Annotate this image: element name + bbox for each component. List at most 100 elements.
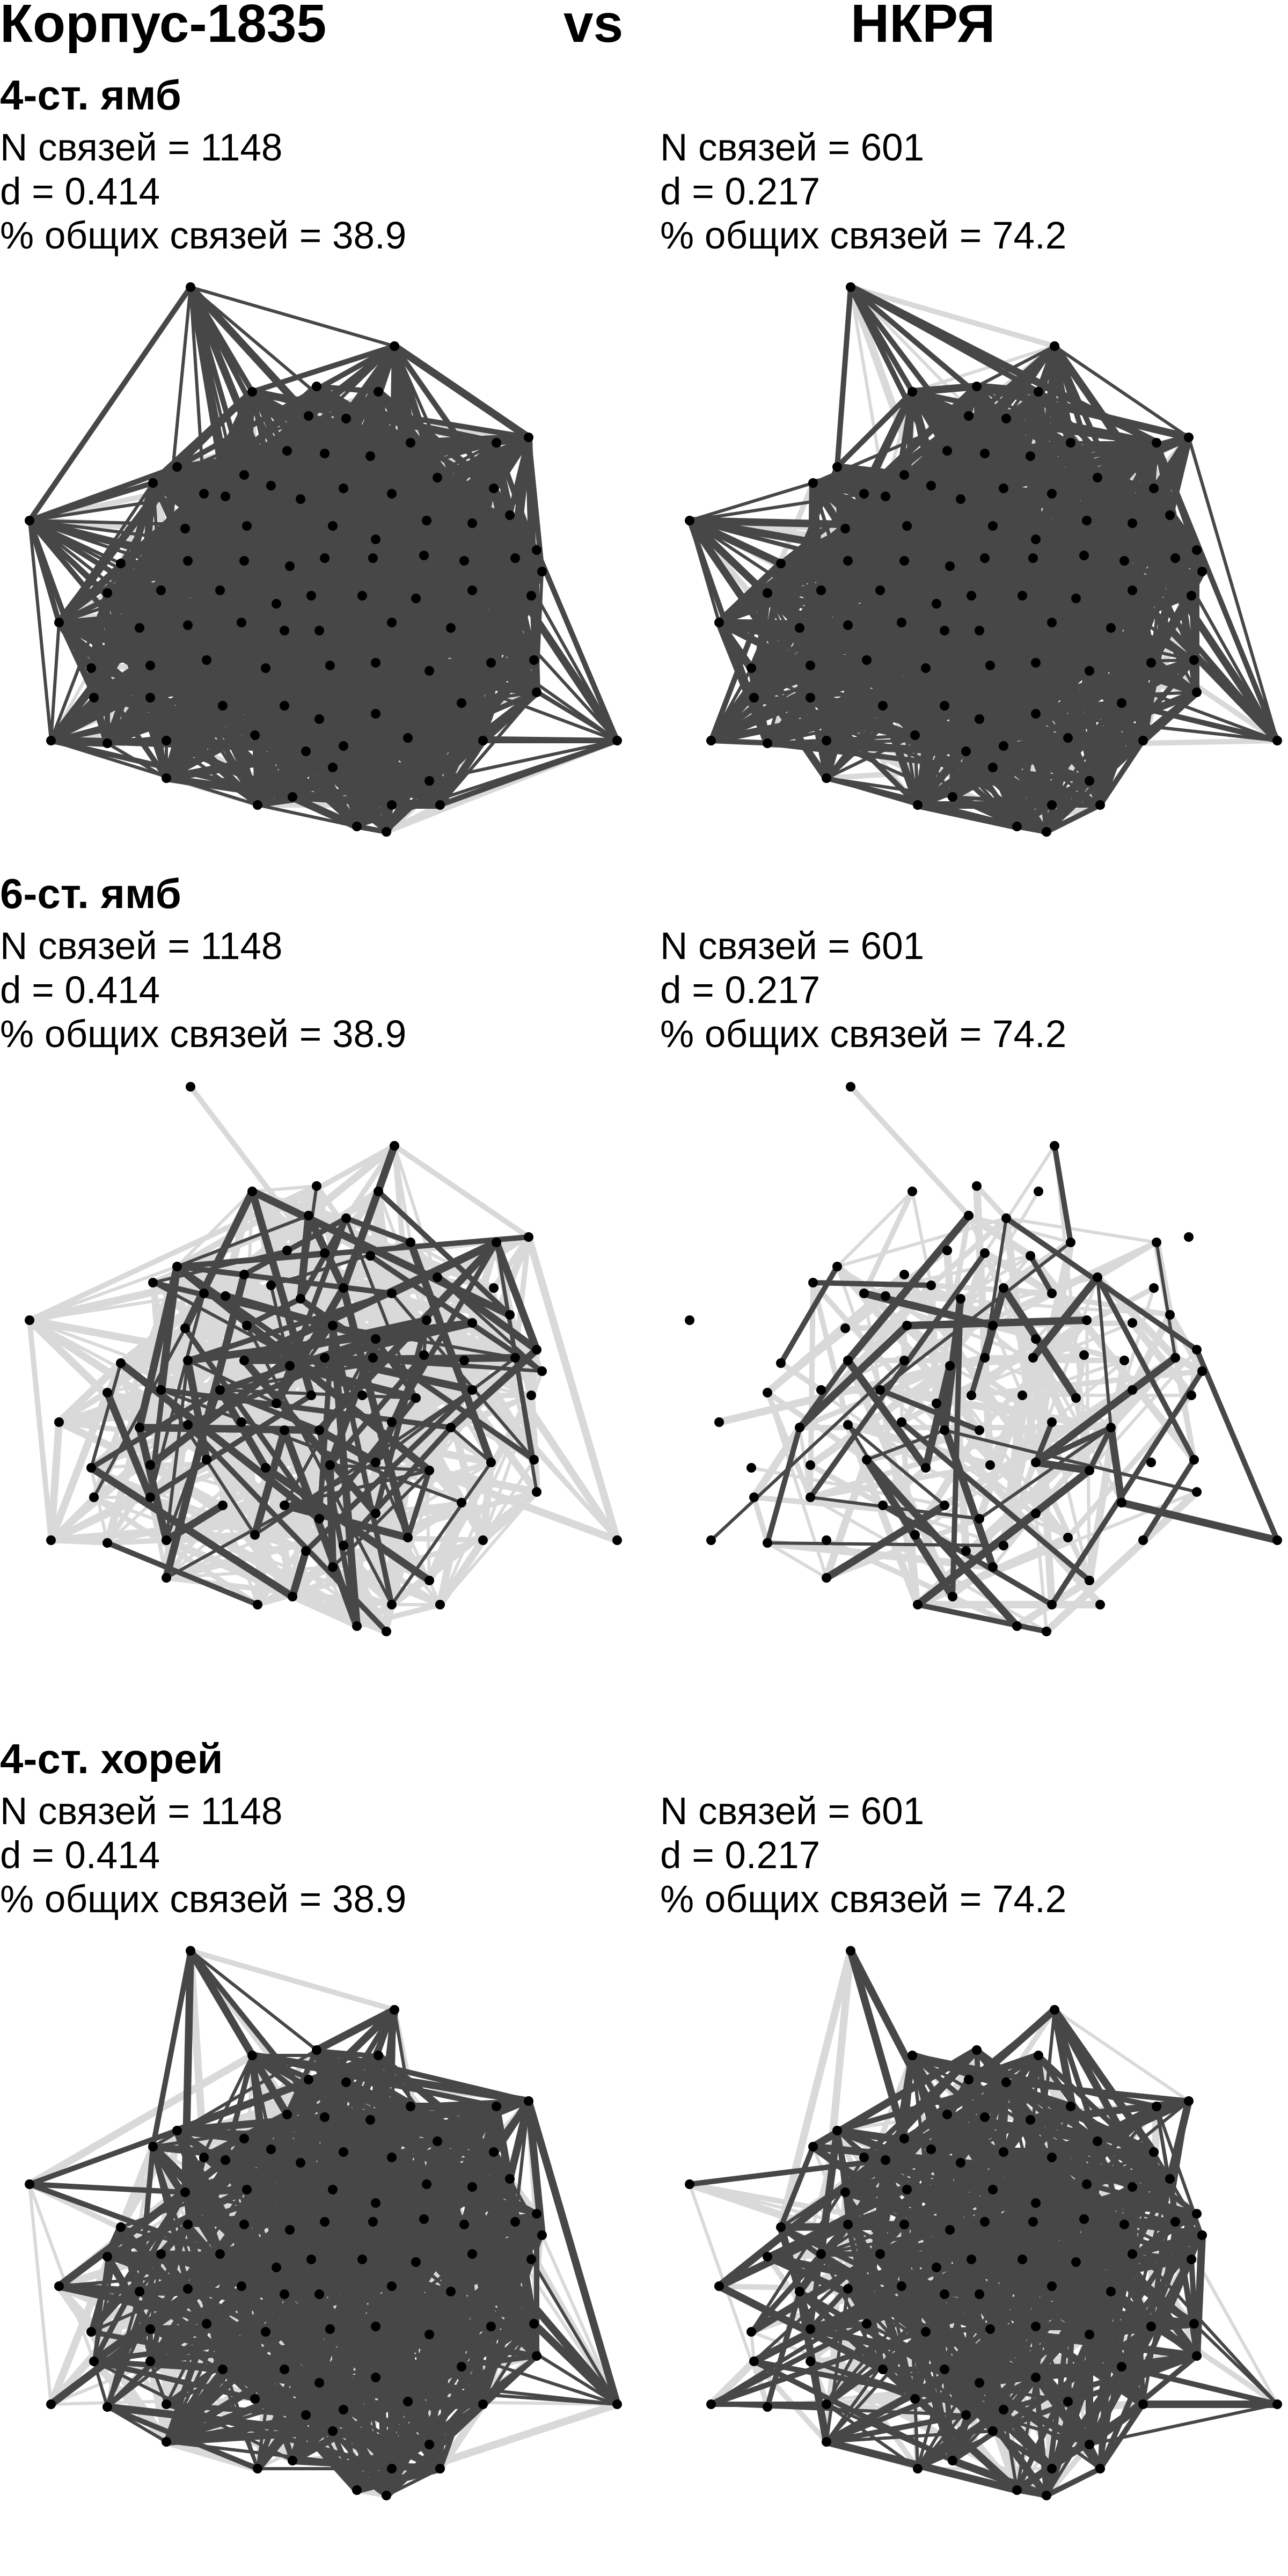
node xyxy=(478,736,488,745)
dark-edge xyxy=(766,1541,1005,1547)
light-edge xyxy=(48,1495,97,1543)
dark-edge xyxy=(1032,1459,1093,1474)
node xyxy=(486,1458,496,1467)
dark-edge xyxy=(965,412,1160,447)
node xyxy=(374,387,383,397)
node xyxy=(368,553,378,563)
dark-edge xyxy=(405,735,620,743)
node xyxy=(913,800,923,810)
node xyxy=(1031,1334,1041,1344)
dark-edge xyxy=(950,716,982,800)
left-shared: % общих связей = 38.9 xyxy=(0,215,407,257)
node xyxy=(1093,1272,1102,1282)
node xyxy=(532,545,541,555)
right-density: d = 0.217 xyxy=(660,1834,821,1877)
light-edge xyxy=(836,1217,1008,1268)
node xyxy=(145,1460,155,1470)
node xyxy=(1047,1600,1057,1609)
light-edge xyxy=(899,1401,939,1425)
node xyxy=(822,773,831,783)
network-graph xyxy=(25,282,622,837)
node xyxy=(921,1463,931,1473)
light-edge xyxy=(158,1358,247,1393)
node xyxy=(266,481,276,491)
dark-edge xyxy=(205,626,452,662)
node xyxy=(371,1509,380,1518)
node xyxy=(162,1573,171,1583)
node xyxy=(832,462,842,472)
node xyxy=(881,1291,890,1301)
node xyxy=(1128,1385,1137,1395)
node xyxy=(942,1246,952,1255)
node xyxy=(242,1321,252,1330)
dark-edge xyxy=(903,1316,1091,1329)
node xyxy=(411,1393,421,1403)
node xyxy=(1093,473,1102,482)
dark-edge xyxy=(823,1502,948,1582)
node xyxy=(999,1541,1008,1550)
node xyxy=(1152,1238,1161,1247)
right-n-links: N связей = 601 xyxy=(660,1790,925,1833)
node xyxy=(266,1280,276,1290)
node xyxy=(162,1535,171,1545)
node xyxy=(822,736,831,745)
dark-edge xyxy=(289,1547,310,1600)
node xyxy=(341,414,351,423)
node xyxy=(406,1238,415,1247)
dark-edge xyxy=(1095,1275,1197,1462)
dark-edge xyxy=(1140,1457,1197,1543)
node xyxy=(902,521,912,531)
dark-edge xyxy=(825,734,917,780)
dark-edge xyxy=(314,384,381,394)
dark-edge xyxy=(372,656,538,718)
dark-edge xyxy=(27,480,156,523)
dark-edge xyxy=(1122,547,1199,564)
node xyxy=(816,1385,826,1395)
node xyxy=(1071,594,1081,603)
header-nkrya: НКРЯ xyxy=(851,0,996,54)
dark-edge xyxy=(186,1359,278,1405)
dark-edge xyxy=(48,703,225,743)
node xyxy=(910,730,920,740)
panel-title: 4-ст. ямб xyxy=(0,71,181,119)
node xyxy=(843,620,853,630)
dark-edge xyxy=(148,1393,314,1500)
node xyxy=(1031,658,1041,668)
node xyxy=(1047,618,1057,627)
node xyxy=(816,586,826,595)
node xyxy=(526,591,536,601)
node xyxy=(103,1388,112,1397)
dark-edge xyxy=(1001,735,1071,749)
dark-edge xyxy=(355,803,393,828)
dark-edge xyxy=(219,659,495,709)
dark-edge xyxy=(316,1426,379,1466)
dark-edge xyxy=(1118,1499,1281,1544)
node xyxy=(806,661,815,670)
dark-edge xyxy=(281,1502,412,1541)
node xyxy=(1085,666,1094,676)
dark-edge xyxy=(250,343,397,394)
node xyxy=(532,687,541,697)
dark-edge xyxy=(911,702,948,739)
node xyxy=(913,1600,923,1609)
dark-edge xyxy=(1087,1425,1114,1473)
dark-edge xyxy=(244,486,496,529)
node xyxy=(1050,1141,1059,1151)
light-edge xyxy=(965,1212,1034,1260)
light-edge xyxy=(969,1368,1205,1398)
dark-edge xyxy=(27,2128,180,2187)
node xyxy=(945,1361,955,1371)
dark-edge xyxy=(185,1291,394,1363)
network-graphs xyxy=(25,1946,1282,2500)
node xyxy=(985,1460,995,1470)
dark-edge xyxy=(1032,1354,1179,1466)
node xyxy=(425,1466,434,1475)
node xyxy=(529,655,539,665)
dark-edge xyxy=(290,690,539,800)
node xyxy=(1165,510,1175,520)
node xyxy=(529,1455,539,1465)
dark-edge xyxy=(187,1947,291,2118)
node xyxy=(988,521,998,531)
dark-edge xyxy=(797,1358,851,1430)
node xyxy=(242,521,252,531)
